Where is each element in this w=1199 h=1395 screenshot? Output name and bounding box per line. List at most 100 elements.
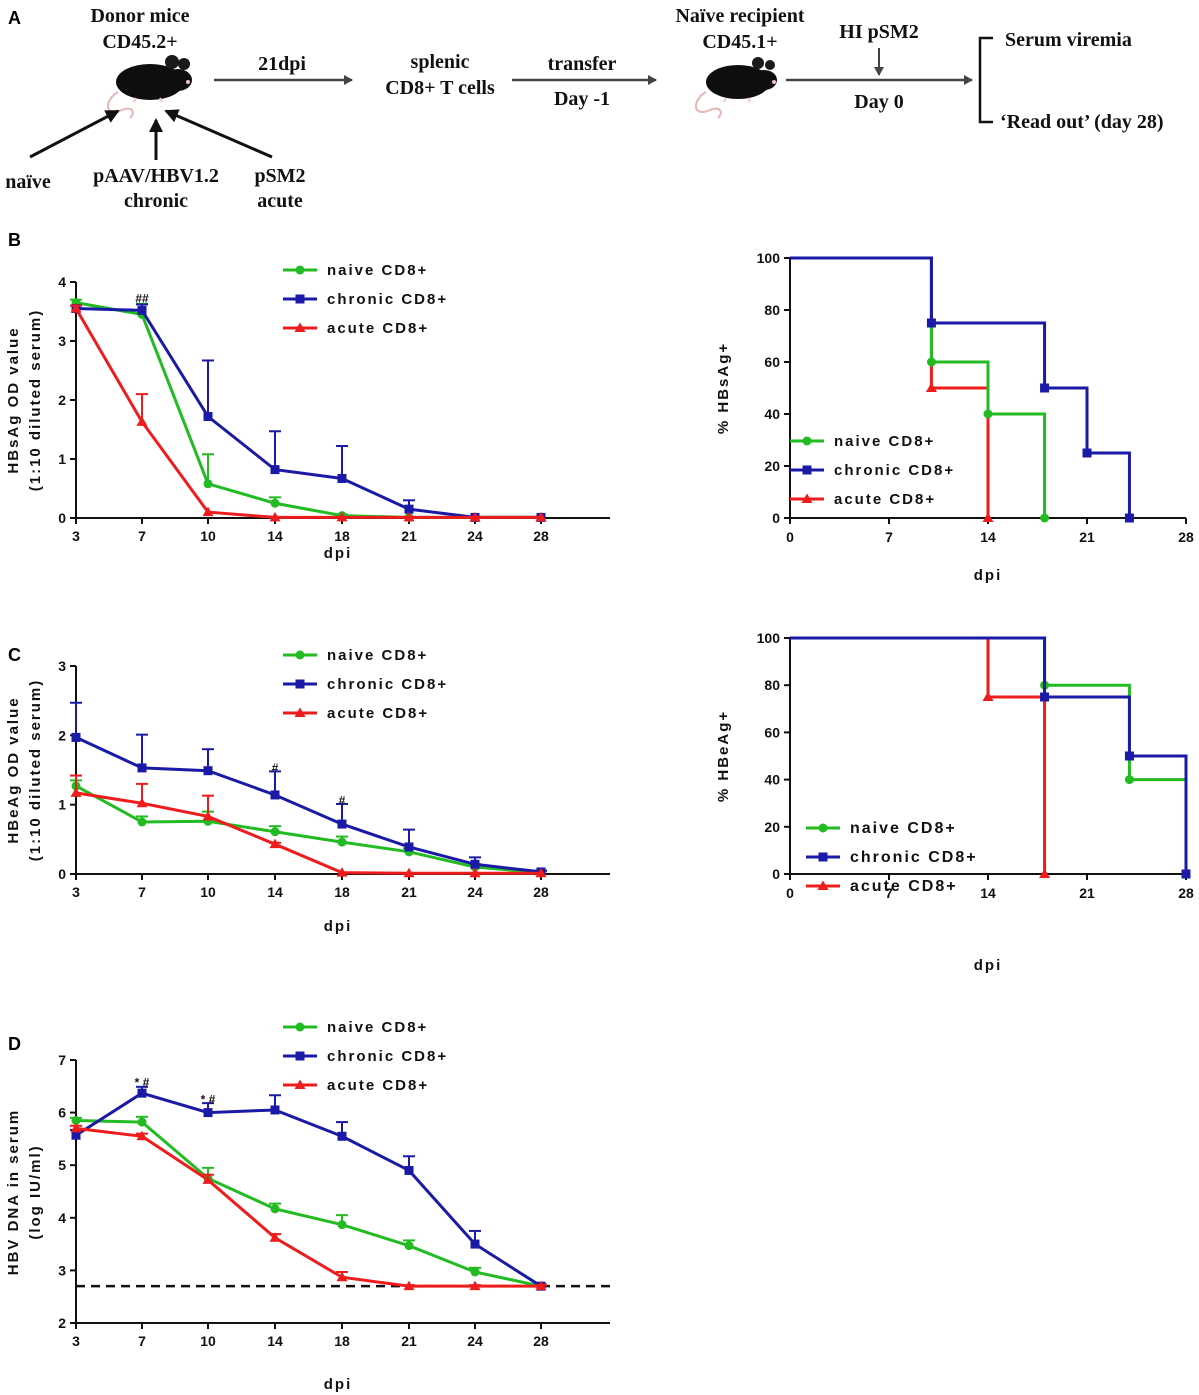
B_od-legend-label-2: acute CD8+ (327, 320, 429, 337)
hbeag-positive-chart: 0 20 40 60 80 100 0 7 14 21 28 dpi % HBeAg+ naive CD8… (715, 630, 1194, 974)
B_od-legend-marker-0 (295, 265, 305, 275)
group-acute-plasmid-label: pSM2 (254, 165, 305, 187)
y-tick-label: 20 (764, 819, 780, 835)
C_od-legend-label-2: acute CD8+ (327, 705, 429, 722)
readout-viremia: Serum viremia (1005, 29, 1132, 51)
naive-series-line (75, 301, 541, 519)
B_surv-legend-label-1: chronic CD8+ (834, 462, 955, 479)
chronic-point (470, 859, 480, 869)
x-tick-label: 21 (1079, 529, 1095, 545)
naive-point (71, 1115, 81, 1125)
D_dna-legend-label-2: acute CD8+ (327, 1077, 429, 1094)
naive-step-line (790, 256, 1047, 518)
y-tick-label: 0 (772, 866, 780, 882)
acute-event-marker (982, 691, 994, 701)
series-acute (790, 256, 994, 522)
y-tick-label: 3 (58, 1262, 66, 1278)
x-tick-label: 14 (980, 885, 996, 901)
y-tick-label: 2 (58, 727, 66, 743)
y-tick-label: 40 (764, 772, 780, 788)
acute-series-line (75, 791, 541, 875)
y-tick-label: 100 (757, 630, 781, 646)
C_surv-legend-marker-0 (818, 823, 828, 833)
B_od-legend-marker-2 (294, 322, 306, 332)
chronic-event-marker (926, 318, 936, 328)
group-naive-label: naïve (5, 171, 51, 193)
naive-point (337, 1220, 347, 1230)
series-naive (790, 256, 1050, 523)
acute-point (269, 1232, 281, 1242)
naive-series-line (75, 784, 542, 875)
x-tick-label: 18 (334, 528, 350, 544)
acute-point (202, 1174, 214, 1184)
C_od-legend-marker-2 (294, 707, 306, 717)
C_od-legend-label-1: chronic CD8+ (327, 676, 448, 693)
naive-point (270, 498, 280, 508)
x-tick-label: 7 (885, 885, 893, 901)
y-tick-label: 20 (764, 458, 780, 474)
B_surv-legend-label-2: acute CD8+ (834, 491, 936, 508)
x-tick-label: 21 (401, 884, 417, 900)
y-axis-label: % HBeAg+ (715, 710, 732, 802)
x-tick-label: 0 (786, 529, 794, 545)
chronic-point (404, 842, 414, 852)
chronic-series-line (75, 307, 541, 519)
chronic-point (337, 473, 347, 483)
chronic-event-marker (1124, 513, 1134, 523)
y-tick-label: 60 (764, 354, 780, 370)
chronic-point (137, 1088, 147, 1098)
chronic-point (337, 819, 347, 829)
chronic-event-marker (1181, 869, 1191, 879)
acute-point (70, 787, 82, 797)
series-naive (70, 1115, 547, 1291)
acute-point (336, 511, 348, 522)
x-tick-label: 10 (200, 884, 216, 900)
chronic-event-marker (1082, 448, 1092, 458)
hbsag-od-chart: B 0 1 2 3 4 3 7 10 14 18 21 24 28 dpi HBsAg OD value (1:… (5, 230, 610, 562)
series-chronic (790, 256, 1134, 523)
y-axis-sublabel: (1:10 diluted serum) (27, 679, 44, 862)
panel-label-b: B (8, 230, 21, 250)
y-tick-label: 100 (757, 250, 781, 266)
y-tick-label: 3 (58, 333, 66, 349)
panel-label-d: D (8, 1034, 21, 1054)
x-tick-label: 24 (467, 528, 483, 544)
chronic-event-marker (1124, 751, 1134, 761)
acute-event-marker (1039, 868, 1051, 878)
naive-event-marker (1040, 513, 1050, 523)
donor-marker: CD45.2+ (102, 31, 177, 53)
naive-point (270, 827, 280, 837)
acute-point (269, 838, 281, 849)
x-tick-label: 28 (1178, 885, 1194, 901)
x-tick-label: 14 (267, 884, 283, 900)
y-tick-label: 60 (764, 724, 780, 740)
x-tick-label: 24 (467, 1333, 483, 1349)
acute-event-marker (982, 512, 994, 522)
acute-point (535, 1280, 547, 1291)
y-tick-label: 0 (58, 866, 66, 882)
x-tick-label: 28 (533, 1333, 549, 1349)
B_surv-legend-marker-1 (802, 465, 812, 475)
x-tick-label: 7 (138, 1333, 146, 1349)
y-tick-label: 40 (764, 406, 780, 422)
acute-point (535, 867, 547, 878)
y-tick-label: 4 (58, 1210, 66, 1226)
transfer-day: Day -1 (554, 88, 610, 110)
series-acute (70, 1122, 547, 1291)
acute-point (403, 1280, 415, 1291)
x-tick-label: 10 (200, 1333, 216, 1349)
x-tick-label: 21 (1079, 885, 1095, 901)
x-tick-label: 0 (786, 885, 794, 901)
C_od-legend-label-0: naive CD8+ (327, 647, 428, 664)
x-axis-label: dpi (324, 918, 353, 935)
naive-point (337, 837, 347, 847)
x-tick-label: 18 (334, 884, 350, 900)
x-tick-label: 28 (1178, 529, 1194, 545)
chronic-point (137, 763, 147, 773)
naive-point (404, 1241, 414, 1251)
challenge-day: Day 0 (854, 91, 903, 113)
y-axis-label: HBeAg OD value (5, 696, 22, 843)
x-tick-label: 21 (401, 1333, 417, 1349)
naive-point (203, 479, 213, 489)
donor-mouse-icon (107, 55, 192, 119)
